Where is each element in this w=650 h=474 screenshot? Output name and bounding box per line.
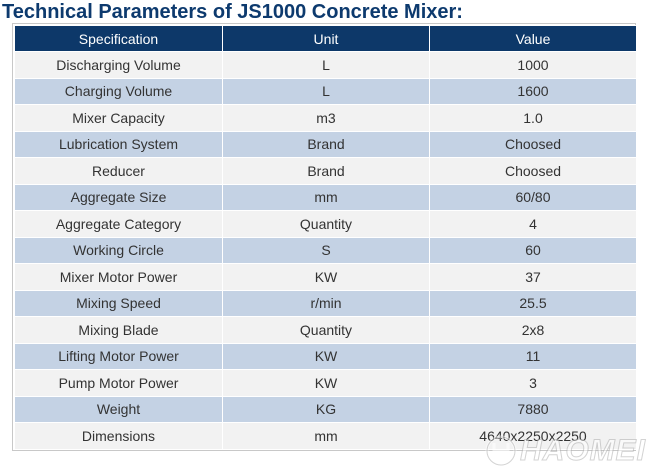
unit-cell: mm: [222, 183, 430, 211]
value-cell: 25.5: [429, 289, 637, 317]
spec-table: Specification Unit Value Discharging Vol…: [14, 25, 637, 450]
specification-cell: Discharging Volume: [14, 51, 223, 79]
watermark: HAOMEI: [484, 434, 646, 468]
value-cell: 4: [429, 210, 637, 238]
value-cell: 3: [429, 369, 637, 397]
specification-cell: Mixer Capacity: [14, 104, 223, 132]
table-header-row: Specification Unit Value: [14, 25, 637, 52]
value-cell: 4640x2250x2250: [429, 422, 637, 450]
unit-cell: r/min: [222, 289, 430, 317]
spec-table-container: Specification Unit Value Discharging Vol…: [12, 23, 637, 451]
specification-cell: Aggregate Category: [14, 210, 223, 238]
value-cell: 1600: [429, 77, 637, 105]
unit-cell: KW: [222, 263, 430, 291]
value-cell: 7880: [429, 395, 637, 423]
unit-cell: KW: [222, 369, 430, 397]
specification-cell: Pump Motor Power: [14, 369, 223, 397]
table-row: Mixer Motor Power KW 37: [14, 263, 637, 291]
table-row: Reducer Brand Choosed: [14, 157, 637, 185]
haomei-logo-icon: [485, 435, 517, 467]
unit-cell: Brand: [222, 157, 430, 185]
table-row: Discharging Volume L 1000: [14, 51, 637, 79]
specification-cell: Charging Volume: [14, 77, 223, 105]
header-value: Value: [429, 25, 637, 52]
unit-cell: L: [222, 51, 430, 79]
specification-cell: Mixer Motor Power: [14, 263, 223, 291]
unit-cell: L: [222, 77, 430, 105]
unit-cell: KG: [222, 395, 430, 423]
table-row: Lubrication System Brand Choosed: [14, 130, 637, 158]
specification-cell: Mixing Speed: [14, 289, 223, 317]
value-cell: 60: [429, 236, 637, 264]
value-cell: 2x8: [429, 316, 637, 344]
table-row: Charging Volume L 1600: [14, 77, 637, 105]
value-cell: Choosed: [429, 157, 637, 185]
specification-cell: Aggregate Size: [14, 183, 223, 211]
table-row: Pump Motor Power KW 3: [14, 369, 637, 397]
header-unit: Unit: [222, 25, 430, 52]
specification-cell: Working Circle: [14, 236, 223, 264]
value-cell: 60/80: [429, 183, 637, 211]
specification-cell: Reducer: [14, 157, 223, 185]
table-row: Mixing Speed r/min 25.5: [14, 289, 637, 317]
value-cell: 1.0: [429, 104, 637, 132]
table-row: Mixer Capacity m3 1.0: [14, 104, 637, 132]
unit-cell: Brand: [222, 130, 430, 158]
unit-cell: Quantity: [222, 316, 430, 344]
table-row: Weight KG 7880: [14, 395, 637, 423]
table-row: Aggregate Size mm 60/80: [14, 183, 637, 211]
unit-cell: m3: [222, 104, 430, 132]
table-row: Aggregate Category Quantity 4: [14, 210, 637, 238]
specification-cell: Lifting Motor Power: [14, 342, 223, 370]
value-cell: Choosed: [429, 130, 637, 158]
specification-cell: Weight: [14, 395, 223, 423]
specification-cell: Mixing Blade: [14, 316, 223, 344]
table-row: Working Circle S 60: [14, 236, 637, 264]
unit-cell: KW: [222, 342, 430, 370]
table-row: Mixing Blade Quantity 2x8: [14, 316, 637, 344]
value-cell: 11: [429, 342, 637, 370]
specification-cell: Dimensions: [14, 422, 223, 450]
table-row: Lifting Motor Power KW 11: [14, 342, 637, 370]
value-cell: 1000: [429, 51, 637, 79]
watermark-text: HAOMEI: [520, 434, 646, 468]
unit-cell: S: [222, 236, 430, 264]
header-specification: Specification: [14, 25, 223, 52]
unit-cell: mm: [222, 422, 430, 450]
value-cell: 37: [429, 263, 637, 291]
unit-cell: Quantity: [222, 210, 430, 238]
table-row: Dimensions mm 4640x2250x2250: [14, 422, 637, 450]
specification-cell: Lubrication System: [14, 130, 223, 158]
page-title: Technical Parameters of JS1000 Concrete …: [2, 1, 463, 23]
